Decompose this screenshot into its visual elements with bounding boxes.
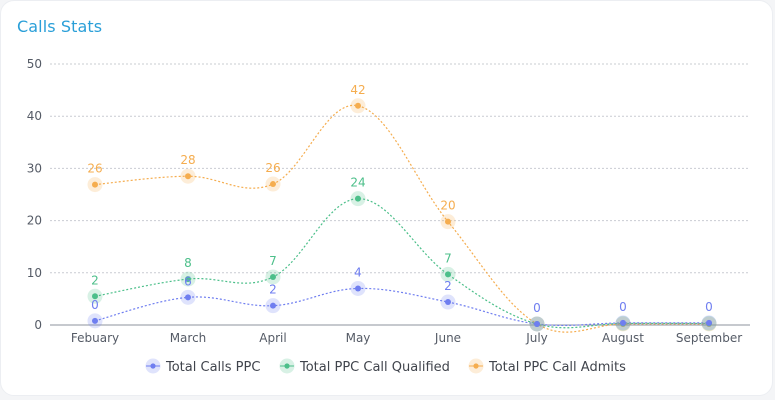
data-label: 0 xyxy=(533,301,541,315)
x-tick-label: August xyxy=(602,331,644,345)
data-label: 28 xyxy=(180,153,195,167)
chart-title: Calls Stats xyxy=(17,17,103,36)
data-point[interactable] xyxy=(185,276,191,283)
data-label: 7 xyxy=(269,254,277,268)
legend-label: Total PPC Call Admits xyxy=(488,360,626,375)
legend-marker-dot xyxy=(150,363,156,369)
x-tick-label: September xyxy=(676,331,742,345)
legend-marker-dot xyxy=(284,363,290,369)
data-label: 4 xyxy=(354,265,362,279)
data-point[interactable] xyxy=(92,181,98,188)
data-point[interactable] xyxy=(445,299,451,306)
data-point[interactable] xyxy=(270,302,276,309)
data-point[interactable] xyxy=(185,294,191,301)
data-point[interactable] xyxy=(445,271,451,278)
series-line xyxy=(94,105,709,333)
data-point[interactable] xyxy=(355,195,361,202)
data-label: 7 xyxy=(444,251,452,265)
x-tick-label: June xyxy=(434,331,461,345)
data-point[interactable] xyxy=(270,181,276,188)
y-tick-label: 30 xyxy=(27,161,42,175)
data-point[interactable] xyxy=(185,173,191,180)
data-label: 0 xyxy=(619,300,627,314)
series-lines xyxy=(94,105,710,333)
legend-label: Total Calls PPC xyxy=(165,360,260,375)
series-line xyxy=(94,287,710,327)
data-label: 24 xyxy=(350,176,365,190)
y-tick-label: 50 xyxy=(27,57,42,71)
data-label: 2 xyxy=(91,273,99,287)
data-point[interactable] xyxy=(355,285,361,292)
x-tick-label: March xyxy=(170,331,207,345)
legend-label: Total PPC Call Qualified xyxy=(299,360,450,375)
data-label: 0 xyxy=(91,298,99,312)
x-tick-label: April xyxy=(259,331,286,345)
data-label: 42 xyxy=(350,83,365,97)
data-label: 20 xyxy=(440,199,455,213)
x-axis: Febuary March April May June July August Septem… xyxy=(50,324,750,345)
data-label: 8 xyxy=(184,256,192,270)
series-line xyxy=(94,198,710,329)
legend-item[interactable]: Total Calls PPC xyxy=(145,358,261,376)
y-tick-label: 10 xyxy=(27,266,42,280)
data-point[interactable] xyxy=(445,218,451,225)
data-label: 26 xyxy=(265,161,280,175)
data-label: 26 xyxy=(87,162,102,176)
data-label: 2 xyxy=(269,283,277,297)
data-point[interactable] xyxy=(355,102,361,109)
data-point[interactable] xyxy=(270,273,276,280)
data-point[interactable] xyxy=(92,317,98,324)
data-point[interactable] xyxy=(706,319,712,326)
data-point[interactable] xyxy=(92,293,98,300)
data-label: 6 xyxy=(184,274,192,288)
data-label: 2 xyxy=(444,279,452,293)
y-tick-label: 40 xyxy=(27,109,42,123)
y-tick-label: 20 xyxy=(27,214,42,228)
y-axis: 0 10 20 30 40 50 xyxy=(27,57,42,332)
x-tick-label: Febuary xyxy=(71,331,119,345)
x-tick-label: May xyxy=(346,331,371,345)
series-points xyxy=(87,98,717,332)
y-tick-label: 0 xyxy=(34,318,42,332)
grid-lines xyxy=(50,63,750,274)
legend-item[interactable]: Total PPC Call Admits xyxy=(468,358,627,376)
data-point[interactable] xyxy=(620,319,626,326)
legend-item[interactable]: Total PPC Call Qualified xyxy=(279,358,450,376)
data-point[interactable] xyxy=(534,320,540,327)
x-tick-label: July xyxy=(525,331,548,345)
chart-legend: Total Calls PPC Total PPC Call Qualified T… xyxy=(145,358,627,376)
data-label: 0 xyxy=(705,300,713,314)
legend-marker-dot xyxy=(473,363,479,369)
